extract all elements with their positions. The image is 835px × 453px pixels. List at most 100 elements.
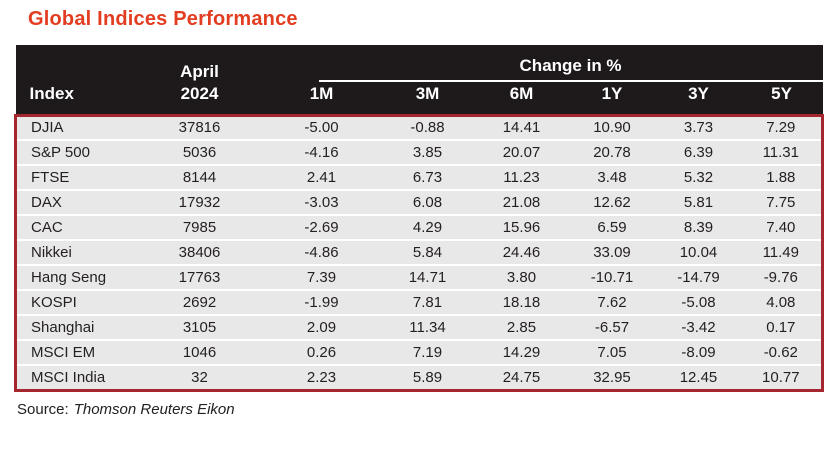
change-value-cell: -1.99 xyxy=(263,289,380,315)
april-value-cell: 8144 xyxy=(135,164,264,190)
change-value-cell: 18.18 xyxy=(475,289,568,315)
change-value-cell: 7.19 xyxy=(379,339,476,365)
index-name-cell: MSCI EM xyxy=(15,339,136,365)
april-value-cell: 7985 xyxy=(135,214,264,240)
change-value-cell: 14.29 xyxy=(475,339,568,365)
april-value-cell: 38406 xyxy=(135,239,264,265)
table-row: DJIA 37816 -5.00 -0.88 14.41 10.90 3.73 7.29 xyxy=(15,115,823,140)
index-name-cell: FTSE xyxy=(15,164,136,190)
april-value-cell: 2692 xyxy=(135,289,264,315)
indices-table: April Change in % Index 2024 1M 3M 6M 1Y… xyxy=(14,45,823,392)
change-value-cell: 7.29 xyxy=(740,115,823,140)
col-april-header-line2: 2024 xyxy=(135,82,264,115)
change-value-cell: 20.78 xyxy=(567,139,657,165)
change-value-cell: 0.17 xyxy=(740,314,823,340)
change-value-cell: -5.00 xyxy=(263,115,380,140)
change-value-cell: 4.08 xyxy=(740,289,823,315)
change-value-cell: 20.07 xyxy=(475,139,568,165)
change-value-cell: 3.80 xyxy=(475,264,568,290)
change-value-cell: 5.32 xyxy=(656,164,741,190)
change-value-cell: 3.48 xyxy=(567,164,657,190)
header-row-top: April Change in % xyxy=(15,45,823,82)
col-index-header: Index xyxy=(15,82,136,115)
change-value-cell: -10.71 xyxy=(567,264,657,290)
index-name-cell: Nikkei xyxy=(15,239,136,265)
change-value-cell: 10.90 xyxy=(567,115,657,140)
index-name-cell: KOSPI xyxy=(15,289,136,315)
table-row: Nikkei 38406 -4.86 5.84 24.46 33.09 10.04 11.49 xyxy=(15,239,823,265)
index-name-cell: Shanghai xyxy=(15,314,136,340)
col-6m-header: 6M xyxy=(475,82,568,115)
source-note: Source: Thomson Reuters Eikon xyxy=(17,401,835,418)
change-value-cell: 7.05 xyxy=(567,339,657,365)
change-value-cell: 14.41 xyxy=(475,115,568,140)
table-header: April Change in % Index 2024 1M 3M 6M 1Y… xyxy=(15,45,823,115)
table-row: DAX 17932 -3.03 6.08 21.08 12.62 5.81 7.75 xyxy=(15,189,823,215)
table-row: FTSE 8144 2.41 6.73 11.23 3.48 5.32 1.88 xyxy=(15,164,823,190)
change-value-cell: 0.26 xyxy=(263,339,380,365)
col-1m-header: 1M xyxy=(263,82,380,115)
index-name-cell: MSCI India xyxy=(15,364,136,390)
change-value-cell: -2.69 xyxy=(263,214,380,240)
col-5y-header: 5Y xyxy=(740,82,823,115)
index-name-cell: CAC xyxy=(15,214,136,240)
col-3y-header: 3Y xyxy=(656,82,741,115)
table-row: MSCI India 32 2.23 5.89 24.75 32.95 12.45 10.77 xyxy=(15,364,823,390)
change-value-cell: 6.59 xyxy=(567,214,657,240)
change-value-cell: 32.95 xyxy=(567,364,657,390)
source-label: Source: xyxy=(17,400,69,418)
april-value-cell: 37816 xyxy=(135,115,264,140)
table-row: CAC 7985 -2.69 4.29 15.96 6.59 8.39 7.40 xyxy=(15,214,823,240)
change-value-cell: -8.09 xyxy=(656,339,741,365)
change-value-cell: 11.34 xyxy=(379,314,476,340)
change-value-cell: 7.40 xyxy=(740,214,823,240)
table-row: MSCI EM 1046 0.26 7.19 14.29 7.05 -8.09 -0.62 xyxy=(15,339,823,365)
april-value-cell: 1046 xyxy=(135,339,264,365)
index-name-cell: Hang Seng xyxy=(15,264,136,290)
change-value-cell: 7.39 xyxy=(263,264,380,290)
change-value-cell: 4.29 xyxy=(379,214,476,240)
change-value-cell: 2.85 xyxy=(475,314,568,340)
page-title: Global Indices Performance xyxy=(28,8,298,30)
table-row: Hang Seng 17763 7.39 14.71 3.80 -10.71 -14.79-… xyxy=(15,264,823,290)
index-name-cell: DAX xyxy=(15,189,136,215)
change-value-cell: -0.62 xyxy=(740,339,823,365)
change-value-cell: 12.62 xyxy=(567,189,657,215)
header-row-bottom: Index 2024 1M 3M 6M 1Y 3Y 5Y xyxy=(15,82,823,115)
col-1y-header: 1Y xyxy=(567,82,657,115)
change-value-cell: 2.41 xyxy=(263,164,380,190)
change-value-cell: 7.62 xyxy=(567,289,657,315)
source-name: Thomson Reuters Eikon xyxy=(73,400,235,418)
change-in-pct-group-header: Change in % xyxy=(263,45,823,82)
change-value-cell: -9.76 xyxy=(740,264,823,290)
change-value-cell: -6.57 xyxy=(567,314,657,340)
change-value-cell: -14.79 xyxy=(656,264,741,290)
change-value-cell: 21.08 xyxy=(475,189,568,215)
index-header-spacer xyxy=(15,45,136,82)
change-value-cell: 15.96 xyxy=(475,214,568,240)
change-value-cell: 6.39 xyxy=(656,139,741,165)
change-value-cell: 33.09 xyxy=(567,239,657,265)
change-value-cell: -0.88 xyxy=(379,115,476,140)
change-in-pct-label: Change in % xyxy=(318,56,823,82)
change-value-cell: 14.71 xyxy=(379,264,476,290)
change-value-cell: 7.81 xyxy=(379,289,476,315)
april-value-cell: 32 xyxy=(135,364,264,390)
april-value-cell: 17763 xyxy=(135,264,264,290)
change-value-cell: 1.88 xyxy=(740,164,823,190)
change-value-cell: 5.81 xyxy=(656,189,741,215)
change-value-cell: 10.77 xyxy=(740,364,823,390)
change-value-cell: 3.73 xyxy=(656,115,741,140)
table-body: DJIA 37816 -5.00 -0.88 14.41 10.90 3.73 7.29 S&P… xyxy=(15,115,823,390)
col-april-header-line1: April xyxy=(135,45,264,82)
change-value-cell: 12.45 xyxy=(656,364,741,390)
index-name-cell: S&P 500 xyxy=(15,139,136,165)
change-value-cell: 11.23 xyxy=(475,164,568,190)
index-name-cell: DJIA xyxy=(15,115,136,140)
table-row: KOSPI 2692 -1.99 7.81 18.18 7.62 -5.08 4.08 xyxy=(15,289,823,315)
col-3m-header: 3M xyxy=(379,82,476,115)
change-value-cell: 10.04 xyxy=(656,239,741,265)
change-value-cell: -4.16 xyxy=(263,139,380,165)
april-value-cell: 5036 xyxy=(135,139,264,165)
